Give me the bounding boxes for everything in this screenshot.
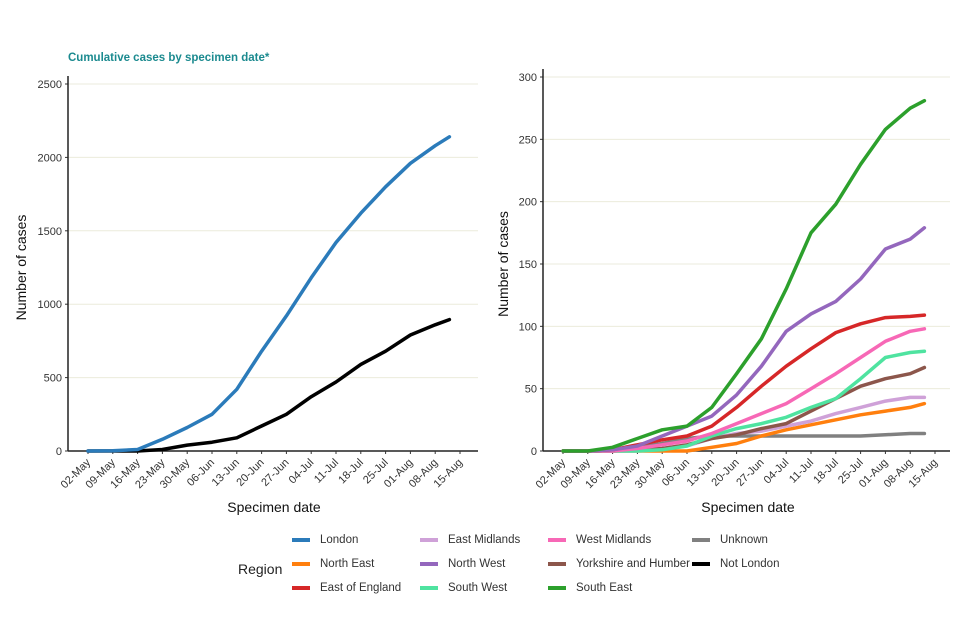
series-line-south-east <box>561 98 927 453</box>
x-tick-label: 27-Jun <box>259 457 291 489</box>
series-line-london <box>86 135 452 453</box>
x-tick-label: 04-Jul <box>287 457 317 487</box>
legend-swatch <box>420 585 438 590</box>
chart-title: Cumulative cases by specimen date* <box>68 52 270 64</box>
y-axis-label: Number of cases <box>495 211 511 317</box>
series-line-not-london <box>86 317 452 453</box>
x-tick-label: 18-Jul <box>811 457 841 487</box>
legend-swatch <box>692 537 710 542</box>
y-tick-label: 50 <box>525 384 537 396</box>
series-line-north-west <box>561 226 927 453</box>
legend-title: Region <box>238 561 283 577</box>
x-tick-label: 27-Jun <box>734 457 766 489</box>
x-axis-label: Specimen date <box>701 499 795 515</box>
series-line-west-midlands <box>561 327 927 453</box>
legend-label: London <box>320 534 359 546</box>
legend-swatch <box>548 537 566 542</box>
legend-item-east-of-england: East of England <box>292 580 401 596</box>
legend-swatch <box>548 585 566 590</box>
y-tick-label: 150 <box>519 259 537 271</box>
y-tick-label: 2000 <box>38 152 62 164</box>
x-axis-label: Specimen date <box>227 499 321 515</box>
legend-label: Yorkshire and Humber <box>576 558 690 570</box>
y-tick-label: 200 <box>519 197 537 209</box>
legend-item-north-west: North West <box>420 556 505 572</box>
legend-item-london: London <box>292 532 358 548</box>
legend-swatch <box>292 537 310 542</box>
x-tick-label: 11-Jul <box>787 457 816 486</box>
legend-swatch <box>292 585 310 590</box>
legend-swatch <box>692 561 710 566</box>
legend-label: East of England <box>320 582 402 594</box>
y-tick-label: 1000 <box>38 299 62 311</box>
legend-item-not-london: Not London <box>692 556 779 572</box>
y-tick-label: 100 <box>519 321 537 333</box>
legend-item-south-west: South West <box>420 580 507 596</box>
y-tick-label: 250 <box>519 134 537 146</box>
x-tick-label: 04-Jul <box>762 457 792 487</box>
x-tick-label: 11-Jul <box>312 457 341 486</box>
y-tick-label: 0 <box>531 446 537 458</box>
legend-item-south-east: South East <box>548 580 632 596</box>
chart-1: 0500100015002000250002-May09-May16-May23… <box>13 76 478 515</box>
legend-item-yorkshire-and-humber: Yorkshire and Humber <box>548 556 690 572</box>
legend-swatch <box>548 561 566 566</box>
legend-item-west-midlands: West Midlands <box>548 532 651 548</box>
series-line-yorkshire-and-humber <box>561 365 927 453</box>
legend-swatch <box>420 561 438 566</box>
y-tick-label: 2500 <box>38 79 62 91</box>
legend-label: South East <box>576 582 633 594</box>
y-tick-label: 500 <box>44 373 62 385</box>
legend-label: South West <box>448 582 508 594</box>
y-tick-label: 1500 <box>38 226 62 238</box>
y-axis-label: Number of cases <box>13 215 29 321</box>
legend-item-unknown: Unknown <box>692 532 768 548</box>
legend-label: North West <box>448 558 506 570</box>
legend-item-east-midlands: East Midlands <box>420 532 520 548</box>
legend-label: North East <box>320 558 375 570</box>
legend-label: Not London <box>720 558 780 570</box>
legend-label: Unknown <box>720 534 768 546</box>
y-tick-label: 0 <box>56 446 62 458</box>
legend-label: East Midlands <box>448 534 521 546</box>
legend-item-north-east: North East <box>292 556 374 572</box>
legend-swatch <box>420 537 438 542</box>
legend-label: West Midlands <box>576 534 652 546</box>
y-tick-label: 300 <box>519 72 537 84</box>
x-tick-label: 18-Jul <box>336 457 366 487</box>
legend-swatch <box>292 561 310 566</box>
chart-2: 05010015020025030002-May09-May16-May23-M… <box>495 69 950 515</box>
